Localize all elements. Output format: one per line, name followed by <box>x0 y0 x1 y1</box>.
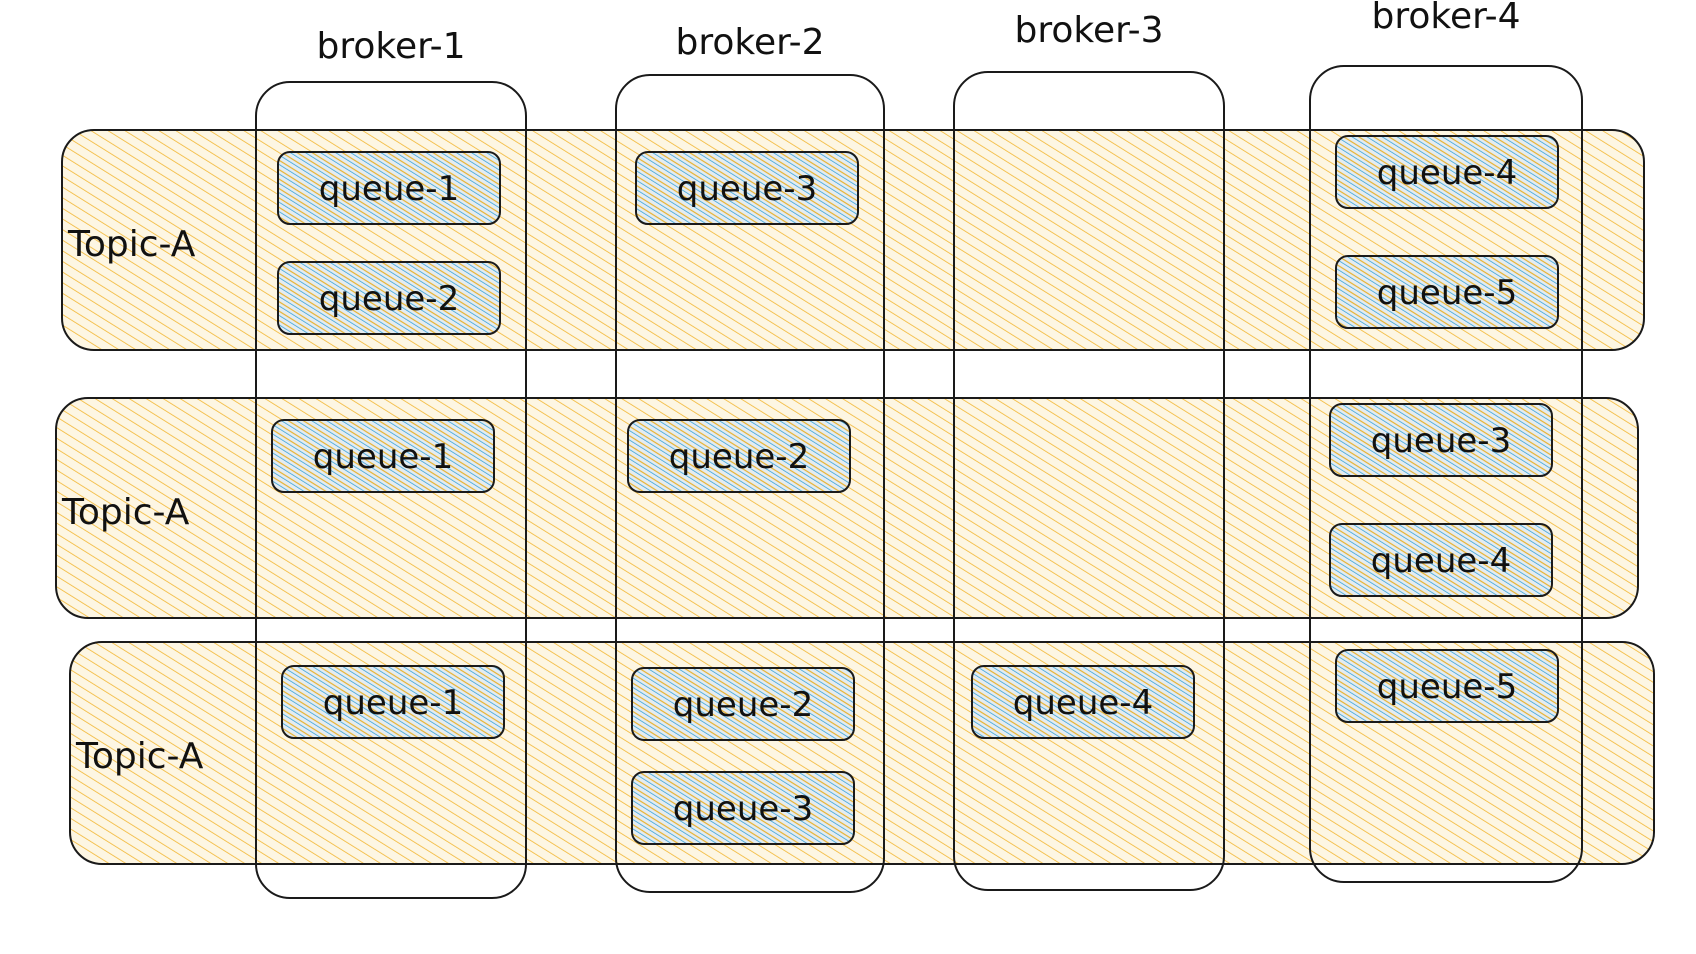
queue-box <box>1335 649 1559 723</box>
queue-label: queue-3 <box>1371 421 1511 461</box>
topic-bands <box>55 129 1655 865</box>
queue-box <box>271 419 495 493</box>
queue-box <box>281 665 505 739</box>
queue-label: queue-3 <box>673 789 813 829</box>
queue-label: queue-2 <box>319 279 459 319</box>
queue-label: queue-1 <box>313 437 453 477</box>
queue-box <box>627 419 851 493</box>
queue-label: queue-4 <box>1013 683 1153 723</box>
broker-columns <box>255 65 1583 899</box>
queue-box <box>277 151 501 225</box>
queue-box <box>1335 135 1559 209</box>
broker-column <box>255 81 527 899</box>
queue-box <box>1329 523 1553 597</box>
broker-label: broker-1 <box>317 26 466 67</box>
queue-box <box>1329 403 1553 477</box>
queue-label: queue-1 <box>323 683 463 723</box>
queue-box <box>1335 255 1559 329</box>
broker-column <box>1309 65 1583 883</box>
queue-label: queue-2 <box>673 685 813 725</box>
broker-label: broker-2 <box>676 22 825 63</box>
broker-column <box>615 74 885 893</box>
labels: Topic-A Topic-A Topic-A broker-1 broker-2 bro… <box>61 0 1521 829</box>
topic-label: Topic-A <box>61 492 190 533</box>
queue-box <box>631 667 855 741</box>
broker-column <box>953 71 1225 891</box>
queue-label: queue-2 <box>669 437 809 477</box>
topic-label: Topic-A <box>67 224 196 265</box>
broker-label: broker-4 <box>1372 0 1521 37</box>
queue-box <box>635 151 859 225</box>
queue-label: queue-4 <box>1377 153 1517 193</box>
queue-label: queue-3 <box>677 169 817 209</box>
queue-box <box>277 261 501 335</box>
queue-label: queue-4 <box>1371 541 1511 581</box>
queue-label: queue-1 <box>319 169 459 209</box>
queue-boxes <box>271 135 1559 845</box>
queue-label: queue-5 <box>1377 273 1517 313</box>
broker-label: broker-3 <box>1015 10 1164 51</box>
topic-label: Topic-A <box>75 736 204 777</box>
queue-box <box>631 771 855 845</box>
queue-label: queue-5 <box>1377 667 1517 707</box>
queue-box <box>971 665 1195 739</box>
